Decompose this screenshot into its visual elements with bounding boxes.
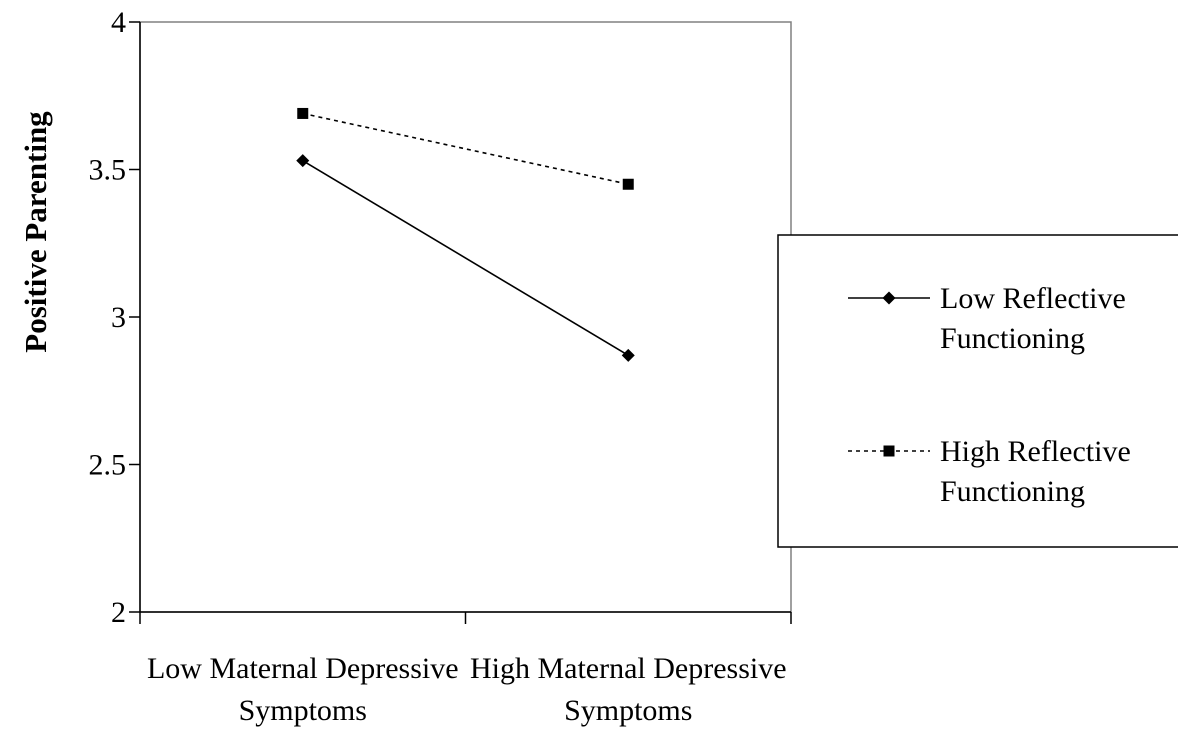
x-category-label-line: Symptoms: [564, 694, 692, 727]
series-line: [302, 112, 629, 186]
series-layer: [296, 107, 635, 362]
legend-label-line: Functioning: [940, 322, 1085, 355]
legend-label-line: Functioning: [940, 475, 1085, 508]
legend-marker: [882, 291, 896, 305]
x-category-label: High Maternal Depressive Symptoms: [470, 652, 787, 727]
legend-item: Low Reflective Functioning: [848, 282, 1126, 355]
y-axis-ticks: 2 2.5 3 3.5 4: [89, 6, 140, 629]
x-category-label-line: Low Maternal Depressive: [147, 652, 459, 685]
x-category-label-line: High Maternal Depressive: [470, 652, 787, 685]
legend-marker: [883, 445, 895, 457]
legend-label: High Reflective Functioning: [940, 435, 1131, 508]
x-category-label: Low Maternal Depressive Symptoms: [147, 652, 459, 727]
series-high-reflective-functioning: [297, 107, 634, 190]
legend-label-line: High Reflective: [940, 435, 1131, 468]
x-axis-ticks: [139, 612, 792, 624]
y-tick-label: 3: [111, 301, 126, 334]
legend-label-line: Low Reflective: [940, 282, 1126, 315]
data-point: [621, 348, 635, 362]
series-low-reflective-functioning: [296, 154, 635, 362]
series-line: [302, 159, 629, 357]
plot-area-frame: [139, 21, 792, 613]
data-point: [297, 107, 309, 119]
x-category-label-line: Symptoms: [239, 694, 367, 727]
y-axis-label: Positive Parenting: [18, 111, 53, 353]
data-point: [296, 154, 310, 168]
y-tick-label: 3.5: [89, 154, 127, 187]
legend-item: High Reflective Functioning: [848, 435, 1131, 508]
legend-box: [777, 234, 1178, 548]
y-tick-label: 4: [111, 6, 126, 39]
legend-label: Low Reflective Functioning: [940, 282, 1126, 355]
y-tick-label: 2.5: [89, 449, 127, 482]
y-tick-label: 2: [111, 596, 126, 629]
data-point: [622, 178, 634, 190]
